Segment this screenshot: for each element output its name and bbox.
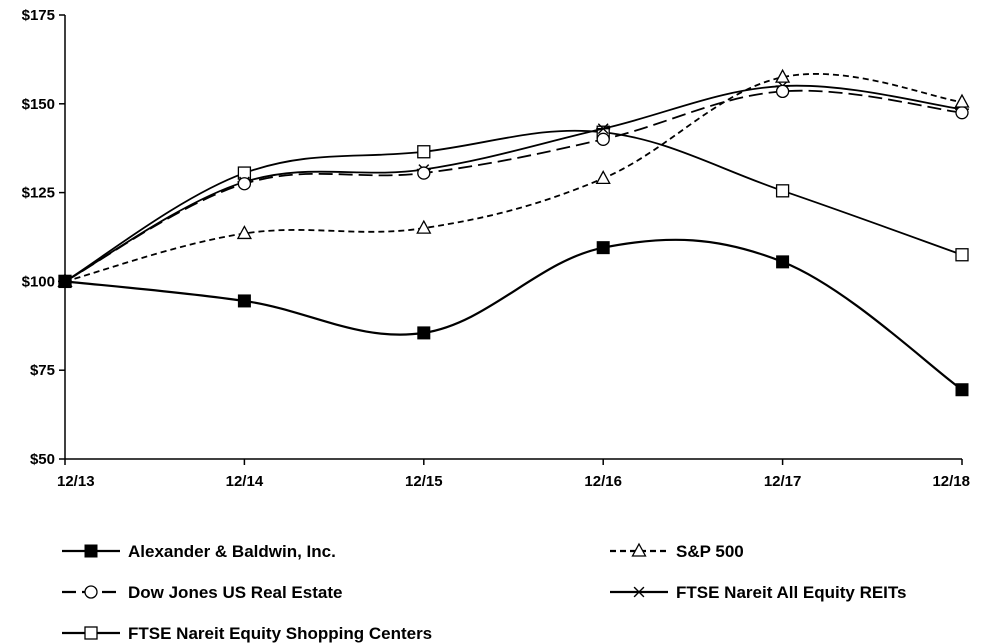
x-tick-label: 12/18	[932, 473, 970, 490]
data-point	[955, 248, 969, 262]
legend-label: FTSE Nareit All Equity REITs	[676, 583, 906, 602]
data-point	[417, 166, 431, 180]
data-point	[955, 106, 969, 120]
legend-item-1: S&P 500	[610, 542, 744, 561]
data-point	[236, 225, 252, 240]
x-tick-label: 12/16	[584, 473, 622, 490]
data-point	[776, 255, 790, 269]
data-point	[595, 170, 611, 185]
legend-label: FTSE Nareit Equity Shopping Centers	[128, 624, 432, 643]
series-1	[57, 68, 970, 288]
data-point	[954, 93, 970, 108]
legend-label: S&P 500	[676, 542, 744, 561]
x-tick-label: 12/15	[405, 473, 443, 490]
data-point	[955, 383, 969, 397]
series-0	[58, 238, 969, 397]
legend-marker	[84, 544, 98, 558]
data-point	[596, 123, 611, 135]
series-line	[64, 129, 963, 283]
legend-item-2: Dow Jones US Real Estate	[62, 583, 342, 602]
series-line	[64, 89, 963, 283]
data-point	[775, 84, 790, 99]
y-tick-label: $175	[22, 7, 55, 24]
data-point	[58, 274, 72, 288]
legend-marker	[631, 542, 647, 557]
y-tick-label: $125	[22, 185, 55, 202]
legend-marker	[84, 585, 98, 599]
y-tick-label: $75	[30, 362, 55, 379]
x-tick-label: 12/17	[764, 473, 802, 490]
series-line	[64, 238, 963, 391]
series-2	[58, 84, 969, 289]
data-point	[596, 132, 610, 146]
series-line	[64, 73, 963, 283]
legend-marker	[84, 626, 98, 640]
data-point	[237, 177, 252, 191]
series-3	[58, 80, 969, 287]
legend-label: Dow Jones US Real Estate	[128, 583, 342, 602]
legend-label: Alexander & Baldwin, Inc.	[128, 542, 336, 561]
axes: $50 $75 $100 $125 $150 $175 12/13 12/14 12/15 12/…	[22, 7, 970, 490]
data-point	[417, 326, 431, 340]
series-layer	[57, 68, 970, 397]
legend-marker	[632, 586, 646, 598]
data-point	[775, 184, 790, 198]
legend-item-0: Alexander & Baldwin, Inc.	[62, 542, 336, 561]
legend: Alexander & Baldwin, Inc. S&P 500 Dow Jone…	[62, 542, 906, 643]
data-point	[237, 294, 251, 308]
data-point	[417, 145, 431, 159]
legend-item-4: FTSE Nareit Equity Shopping Centers	[62, 624, 432, 643]
y-tick-label: $150	[22, 96, 55, 113]
x-tick-label: 12/13	[57, 473, 95, 490]
series-line	[64, 84, 963, 283]
legend-item-3: FTSE Nareit All Equity REITs	[610, 583, 906, 602]
data-point	[416, 219, 432, 234]
y-tick-label: $50	[30, 451, 55, 468]
y-tick-label: $100	[22, 273, 55, 290]
data-point	[775, 68, 791, 83]
data-point	[596, 241, 610, 255]
x-tick-label: 12/14	[226, 473, 264, 490]
